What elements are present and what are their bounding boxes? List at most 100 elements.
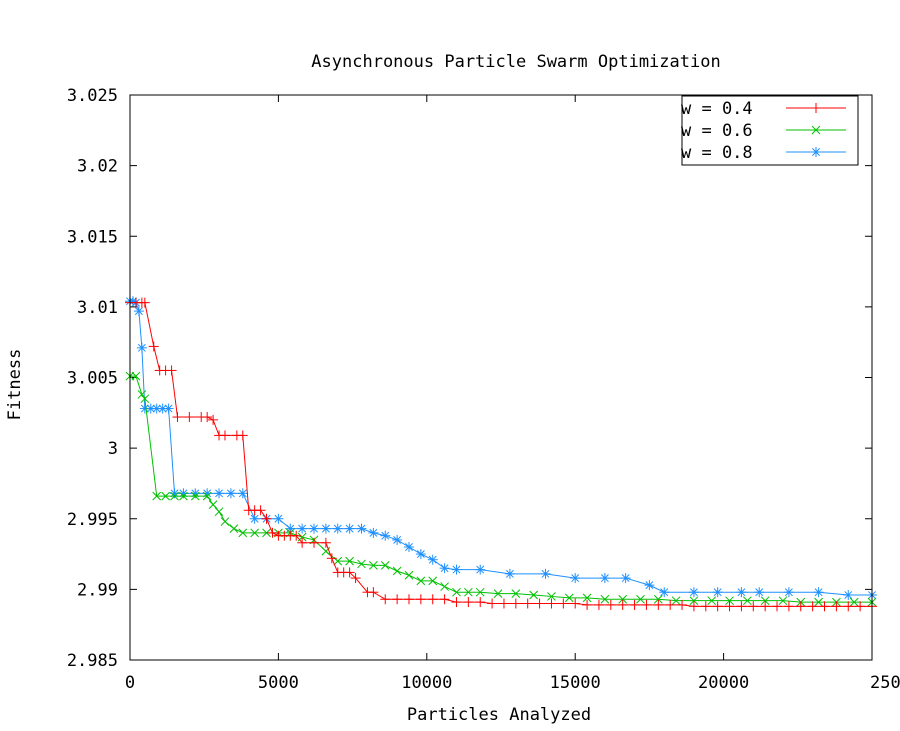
- x-tick-label: 25000: [870, 673, 900, 693]
- data-point: [427, 594, 438, 605]
- data-point: [707, 596, 717, 606]
- data-point: [546, 598, 557, 609]
- data-point: [344, 567, 355, 578]
- data-point: [795, 601, 806, 612]
- legend-marker: [811, 147, 821, 157]
- data-point: [320, 523, 331, 534]
- data-point: [356, 523, 367, 534]
- data-point: [653, 599, 664, 610]
- data-point: [618, 594, 628, 604]
- data-point: [452, 587, 461, 597]
- data-point: [179, 491, 188, 501]
- data-point: [593, 599, 604, 610]
- data-point: [392, 566, 402, 576]
- data-point: [403, 594, 414, 605]
- data-point: [653, 594, 663, 604]
- data-point: [570, 598, 581, 609]
- data-point: [451, 597, 462, 608]
- data-point: [184, 412, 195, 423]
- data-point: [772, 601, 783, 612]
- data-point: [440, 582, 449, 591]
- data-point: [487, 598, 498, 609]
- data-point: [510, 598, 521, 609]
- data-point: [392, 594, 403, 605]
- legend: w = 0.4w = 0.6w = 0.8: [681, 95, 859, 166]
- data-point: [202, 491, 212, 501]
- data-point: [148, 341, 159, 352]
- data-point: [161, 491, 170, 501]
- data-point: [617, 599, 628, 610]
- series-line: [130, 375, 872, 603]
- data-point: [261, 513, 272, 524]
- y-tick-label: 3.015: [67, 227, 118, 247]
- data-point: [214, 488, 225, 499]
- data-point: [534, 598, 545, 609]
- data-point: [511, 589, 521, 598]
- data-point: [416, 576, 426, 586]
- data-point: [127, 296, 138, 307]
- data-point: [238, 528, 248, 538]
- data-point: [439, 594, 450, 605]
- data-point: [558, 598, 569, 609]
- data-point: [475, 587, 485, 597]
- plot-frame: [129, 94, 873, 661]
- data-point: [724, 601, 735, 612]
- data-point: [380, 561, 390, 570]
- data-point: [202, 412, 213, 423]
- data-point: [219, 430, 230, 441]
- data-point: [249, 513, 260, 524]
- data-point: [605, 599, 616, 610]
- data-point: [855, 601, 866, 612]
- y-tick-label: 3.025: [67, 86, 118, 106]
- data-point: [754, 587, 765, 598]
- data-point: [237, 488, 248, 499]
- data-point: [208, 500, 218, 509]
- data-point: [760, 601, 771, 612]
- data-point: [309, 523, 320, 534]
- data-point: [369, 561, 378, 570]
- data-point: [475, 564, 486, 575]
- legend-entry-label: w = 0.6: [681, 121, 753, 141]
- data-point: [332, 523, 343, 534]
- data-point: [214, 507, 224, 517]
- data-point: [688, 587, 699, 598]
- y-tick-label: 3.005: [67, 369, 118, 389]
- data-point: [665, 599, 676, 610]
- data-point: [778, 596, 788, 606]
- data-point: [267, 527, 278, 538]
- data-point: [570, 573, 581, 584]
- data-point: [166, 365, 177, 376]
- data-point: [849, 597, 859, 607]
- data-point: [133, 306, 144, 317]
- y-tick-label: 2.99: [77, 580, 118, 600]
- data-point: [297, 523, 308, 534]
- data-point: [600, 594, 610, 604]
- data-point: [404, 570, 414, 580]
- data-point: [529, 590, 539, 600]
- data-point: [229, 524, 239, 533]
- data-point: [463, 587, 473, 597]
- y-tick-label: 2.985: [67, 651, 118, 671]
- data-point: [136, 342, 147, 353]
- data-point: [152, 491, 162, 501]
- data-point: [783, 587, 794, 598]
- data-point: [599, 573, 610, 584]
- data-point: [273, 513, 284, 524]
- data-point: [582, 599, 593, 610]
- data-point: [564, 593, 574, 603]
- data-point: [783, 601, 794, 612]
- data-point: [629, 599, 640, 610]
- data-point: [170, 491, 179, 501]
- data-point: [644, 580, 655, 591]
- x-axis-label: Particles Analyzed: [407, 705, 591, 725]
- y-axis-label: Fitness: [5, 349, 25, 421]
- data-point: [297, 537, 308, 548]
- data-point: [368, 587, 379, 598]
- data-point: [439, 563, 450, 574]
- data-point: [498, 598, 509, 609]
- data-point: [671, 596, 681, 606]
- data-point: [350, 573, 361, 584]
- data-point: [843, 590, 854, 601]
- legend-marker: [811, 125, 821, 135]
- data-point: [157, 403, 168, 414]
